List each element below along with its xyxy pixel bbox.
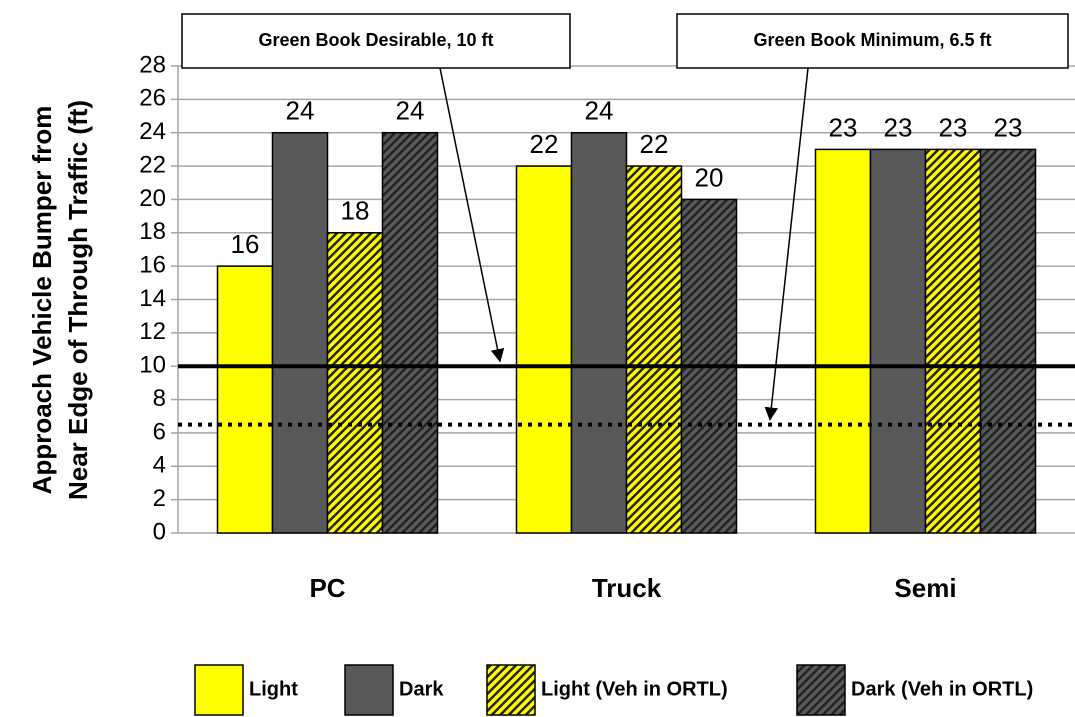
- legend-swatch: [194, 664, 244, 716]
- bar: [979, 148, 1037, 534]
- data-label: 23: [939, 112, 968, 142]
- legend-label: Light (Veh in ORTL): [541, 678, 728, 700]
- bar: [924, 148, 982, 534]
- y-axis-title-line: Approach Vehicle Bumper from: [27, 106, 57, 495]
- bar: [271, 131, 329, 534]
- data-label: 20: [695, 162, 724, 192]
- data-label: 22: [530, 129, 559, 159]
- legend-label: Light: [249, 678, 298, 700]
- y-tick-label: 6: [153, 418, 166, 445]
- data-label: 18: [341, 196, 370, 226]
- y-tick-label: 4: [153, 452, 166, 479]
- y-tick-label: 24: [139, 118, 166, 145]
- legend-swatch: [344, 664, 394, 716]
- x-tick-label: Semi: [894, 573, 956, 603]
- y-tick-label: 8: [153, 385, 166, 412]
- data-label: 16: [231, 229, 260, 259]
- bar: [216, 265, 274, 534]
- annotation-arrow: [764, 67, 809, 421]
- bar: [814, 148, 872, 534]
- bar: [869, 148, 927, 534]
- legend-swatch: [486, 664, 536, 716]
- annotation-arrow: [439, 67, 505, 363]
- y-tick-label: 20: [139, 185, 166, 212]
- legend-swatch: [796, 664, 846, 716]
- data-label: 24: [286, 96, 315, 126]
- legend-label: Dark (Veh in ORTL): [851, 678, 1033, 700]
- data-label: 24: [396, 96, 425, 126]
- y-tick-label: 18: [139, 218, 166, 245]
- y-tick-label: 16: [139, 251, 166, 278]
- bar: [570, 131, 628, 534]
- y-tick-label: 0: [153, 518, 166, 545]
- annotation-box: [676, 13, 1069, 69]
- annotation-box: [181, 13, 571, 69]
- bar: [326, 232, 384, 534]
- y-axis-title-line: Near Edge of Through Traffic (ft): [63, 100, 93, 500]
- y-tick-label: 2: [153, 485, 166, 512]
- legend-label: Dark: [399, 678, 444, 700]
- y-tick-label: 10: [139, 352, 166, 379]
- bar: [625, 165, 683, 534]
- bar: [381, 131, 439, 534]
- y-tick-label: 28: [139, 51, 166, 78]
- y-axis-title: Approach Vehicle Bumper from Near Edge o…: [27, 100, 93, 500]
- data-label: 23: [829, 112, 858, 142]
- data-label: 22: [640, 129, 669, 159]
- x-tick-label: PC: [309, 573, 345, 603]
- x-tick-label: Truck: [592, 573, 662, 603]
- data-label: 23: [884, 112, 913, 142]
- bar: [515, 165, 573, 534]
- annotation-text: Green Book Desirable, 10 ft: [258, 30, 493, 50]
- y-tick-label: 14: [139, 285, 166, 312]
- y-tick-label: 26: [139, 85, 166, 112]
- data-label: 23: [994, 112, 1023, 142]
- data-label: 24: [585, 96, 614, 126]
- y-tick-label: 22: [139, 151, 166, 178]
- y-tick-label: 12: [139, 318, 166, 345]
- annotation-text: Green Book Minimum, 6.5 ft: [753, 30, 991, 50]
